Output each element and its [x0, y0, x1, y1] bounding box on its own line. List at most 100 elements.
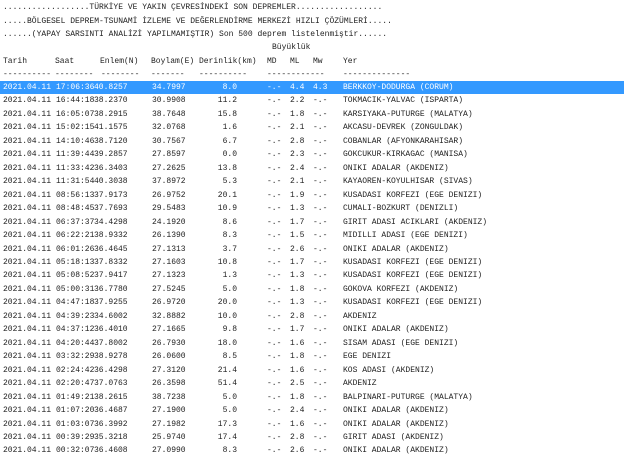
cell-md: -.- [267, 96, 282, 106]
cell-date: 2021.04.11 [3, 379, 52, 389]
cell-md: -.- [267, 379, 282, 389]
table-row[interactable]: 2021.04.11 01:03:07 36.3992 27.1982 17.3 -.- 1… [0, 418, 624, 431]
cell-time: 17:06:36 [56, 83, 95, 92]
cell-mw: -.- [313, 217, 328, 227]
table-row[interactable]: 2021.04.11 06:22:21 38.9332 26.1390 8.3 -.- 1.… [0, 229, 624, 242]
table-row[interactable]: 2021.04.11 04:47:18 37.9255 26.9720 20.0 -.- 1… [0, 296, 624, 309]
cell-date: 2021.04.11 [3, 190, 52, 200]
table-row[interactable]: 2021.04.11 08:48:45 37.7693 29.5483 10.9 -.- 1… [0, 202, 624, 215]
cell-lon: 26.9752 [152, 190, 186, 200]
cell-depth: 8.0 [222, 83, 237, 92]
cell-ml: 2.4 [290, 406, 305, 416]
table-row[interactable]: 2021.04.11 01:49:21 38.2615 38.7238 5.0 -.- 1.… [0, 391, 624, 404]
cell-time: 01:03:07 [56, 419, 95, 429]
cell-md: -.- [267, 446, 282, 456]
cell-place: COBANLAR (AFYONKARAHISAR) [343, 136, 464, 146]
table-row[interactable]: 2021.04.11 15:02:15 41.1575 32.0768 1.6 -.- 2.… [0, 121, 624, 134]
cell-place: KUSADASI KORFEZI (EGE DENIZI) [343, 271, 483, 281]
cell-place: KUSADASI KORFEZI (EGE DENIZI) [343, 298, 483, 308]
header-lat: Enlem(N) [100, 56, 139, 66]
cell-depth: 5.3 [222, 177, 237, 187]
table-row[interactable]: 2021.04.11 08:56:13 37.9173 26.9752 20.1 -.- 1… [0, 189, 624, 202]
cell-depth: 11.2 [217, 96, 237, 106]
cell-lon: 32.0768 [152, 123, 186, 133]
cell-time: 06:37:37 [56, 217, 95, 227]
cell-place: BERKKOY-DODURGA (CORUM) [343, 83, 454, 92]
cell-time: 04:20:44 [56, 338, 95, 348]
cell-lat: 37.9417 [94, 271, 128, 281]
cell-place: GOKCUKUR-KIRKAGAC (MANISA) [343, 150, 468, 160]
cell-md: -.- [267, 83, 282, 92]
cell-date: 2021.04.11 [3, 257, 52, 267]
table-row[interactable]: 2021.04.11 16:05:07 38.2915 38.7648 15.8 -.- 1… [0, 108, 624, 121]
separator: ---------- [3, 70, 52, 79]
cell-lon: 26.3598 [152, 379, 186, 389]
table-row[interactable]: 2021.04.11 06:37:37 34.4298 24.1920 8.6 -.- 1.… [0, 216, 624, 229]
table-row[interactable]: 2021.04.11 16:44:18 38.2370 30.9908 11.2 -.- 2… [0, 94, 624, 107]
cell-depth: 1.3 [222, 271, 237, 281]
table-row[interactable]: 2021.04.11 04:20:44 37.8002 26.7930 18.0 -.- 1… [0, 337, 624, 350]
cell-depth: 21.4 [217, 365, 237, 375]
cell-lon: 26.1390 [152, 231, 186, 241]
cell-date: 2021.04.11 [3, 244, 52, 254]
cell-place: KUSADASI KORFEZI (EGE DENIZI) [343, 190, 483, 200]
cell-md: -.- [267, 365, 282, 375]
cell-depth: 6.7 [222, 136, 237, 146]
cell-mw: -.- [313, 96, 328, 106]
table-row[interactable]: 2021.04.11 14:10:46 38.7120 30.7567 6.7 -.- 2.… [0, 135, 624, 148]
cell-date: 2021.04.11 [3, 231, 52, 241]
separator: -------------- [343, 70, 411, 79]
cell-date: 2021.04.11 [3, 325, 52, 335]
cell-place: EGE DENIZI [343, 352, 392, 362]
separator: ------------ [267, 70, 325, 79]
table-row[interactable]: 2021.04.11 05:08:52 37.9417 27.1323 1.3 -.- 1.… [0, 269, 624, 282]
table-row[interactable]: 2021.04.11 00:39:29 35.3218 25.9740 17.4 -.- 2… [0, 431, 624, 444]
cell-time: 01:49:21 [56, 392, 95, 402]
cell-time: 06:01:26 [56, 244, 95, 254]
table-row[interactable]: 2021.04.11 02:24:42 36.4298 27.3120 21.4 -.- 1… [0, 364, 624, 377]
cell-ml: 1.8 [290, 109, 305, 119]
table-row[interactable]: 2021.04.11 17:06:36 40.8257 34.7997 8.0 -.- 4.… [0, 81, 624, 95]
cell-date: 2021.04.11 [3, 432, 52, 442]
table-row[interactable]: 2021.04.11 00:32:07 36.4608 27.0990 8.3 -.- 2.… [0, 444, 624, 457]
cell-mw: -.- [313, 311, 328, 321]
cell-ml: 1.6 [290, 338, 305, 348]
cell-lon: 25.9740 [152, 432, 186, 442]
cell-depth: 17.4 [217, 432, 237, 442]
cell-place: AKDENIZ [343, 311, 377, 321]
cell-md: -.- [267, 163, 282, 173]
table-row[interactable]: 2021.04.11 11:39:44 39.2857 27.8597 0.0 -.- 2.… [0, 148, 624, 161]
cell-lon: 27.1603 [152, 257, 186, 267]
cell-md: -.- [267, 150, 282, 160]
table-row[interactable]: 2021.04.11 03:32:29 38.9278 26.0600 8.5 -.- 1.… [0, 350, 624, 363]
cell-place: BALPINARI-PUTURGE (MALATYA) [343, 392, 473, 402]
cell-lat: 38.7120 [94, 136, 128, 146]
table-row[interactable]: 2021.04.11 11:31:54 40.3038 37.8972 5.3 -.- 2.… [0, 175, 624, 188]
table-row[interactable]: 2021.04.11 02:20:47 37.0763 26.3598 51.4 -.- 2… [0, 377, 624, 390]
cell-date: 2021.04.11 [3, 177, 52, 187]
cell-time: 05:18:13 [56, 257, 95, 267]
cell-depth: 18.0 [217, 338, 237, 348]
cell-date: 2021.04.11 [3, 204, 52, 214]
cell-time: 16:05:07 [56, 109, 95, 119]
table-row[interactable]: 2021.04.11 04:39:23 34.6002 32.8882 10.0 -.- 2… [0, 310, 624, 323]
table-row[interactable]: 2021.04.11 04:37:12 36.4010 27.1665 9.8 -.- 1.… [0, 323, 624, 336]
table-row[interactable]: 2021.04.11 06:01:26 36.4645 27.1313 3.7 -.- 2.… [0, 243, 624, 256]
cell-md: -.- [267, 419, 282, 429]
cell-place: ONIKI ADALAR (AKDENIZ) [343, 419, 449, 429]
cell-place: ONIKI ADALAR (AKDENIZ) [343, 163, 449, 173]
cell-lat: 36.7780 [94, 284, 128, 294]
cell-lon: 27.2625 [152, 163, 186, 173]
cell-date: 2021.04.11 [3, 446, 52, 456]
table-row[interactable]: 2021.04.11 05:00:31 36.7780 27.5245 5.0 -.- 1.… [0, 283, 624, 296]
cell-place: GIRIT ADASI (AKDENIZ) [343, 432, 444, 442]
cell-time: 11:31:54 [56, 177, 95, 187]
table-row[interactable]: 2021.04.11 01:07:20 36.4687 27.1900 5.0 -.- 2.… [0, 404, 624, 417]
table-row[interactable]: 2021.04.11 05:18:13 37.8332 27.1603 10.8 -.- 1… [0, 256, 624, 269]
cell-date: 2021.04.11 [3, 123, 52, 133]
table-row[interactable]: 2021.04.11 11:33:42 36.3403 27.2625 13.8 -.- 2… [0, 162, 624, 175]
cell-md: -.- [267, 190, 282, 200]
cell-ml: 2.8 [290, 311, 305, 321]
cell-mw: -.- [313, 150, 328, 160]
cell-depth: 20.1 [217, 190, 237, 200]
